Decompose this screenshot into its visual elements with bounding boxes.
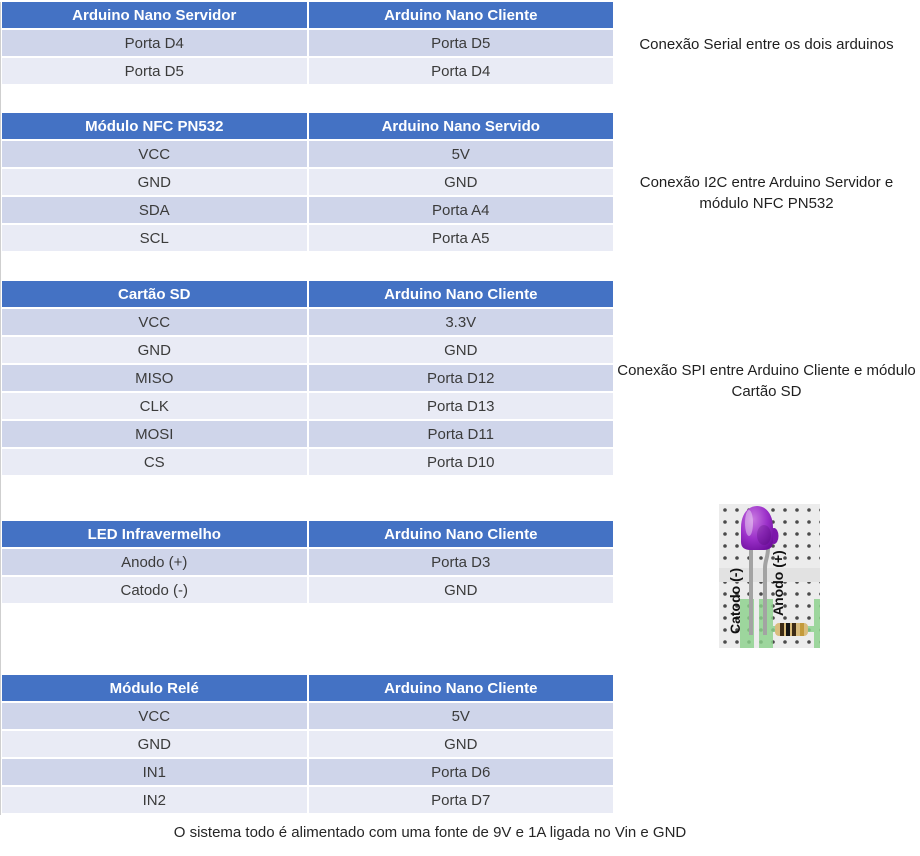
table-cell: GND	[308, 337, 613, 363]
column-header: Módulo NFC PN532	[2, 113, 307, 139]
table-row: Porta D5 Porta D4	[2, 58, 613, 84]
column-header: Arduino Nano Cliente	[308, 2, 613, 28]
table-row: GND GND	[2, 169, 613, 195]
table-cell: GND	[308, 169, 613, 195]
table-cell: Porta D12	[308, 365, 613, 391]
table-cell: VCC	[2, 141, 307, 167]
annotation-i2c: Conexão I2C entre Arduino Servidor e mód…	[639, 174, 894, 212]
table-row: CS Porta D10	[2, 449, 613, 475]
table-cell: IN1	[2, 759, 307, 785]
table-sd-spi: Cartão SD Arduino Nano Cliente VCC 3.3V GND G…	[2, 281, 613, 477]
annotation-spi: Conexão SPI entre Arduino Cliente e módu…	[617, 362, 916, 400]
table-cell: 3.3V	[308, 309, 613, 335]
table-cell: Catodo (-)	[2, 577, 307, 603]
table-row: VCC 3.3V	[2, 309, 613, 335]
table-cell: Porta A4	[308, 197, 613, 223]
table-cell: 5V	[308, 703, 613, 729]
table-row: MOSI Porta D11	[2, 421, 613, 447]
page-left-border	[0, 2, 1, 815]
table-led-infravermelho: LED Infravermelho Arduino Nano Cliente Ano…	[2, 521, 613, 605]
column-header: Cartão SD	[2, 281, 307, 307]
resistor	[775, 623, 808, 636]
table-header-row: Arduino Nano Servidor Arduino Nano Client…	[2, 2, 613, 28]
table-cell: 5V	[308, 141, 613, 167]
table-cell: VCC	[2, 703, 307, 729]
table-cell: IN2	[2, 787, 307, 813]
led-highlight	[745, 510, 753, 536]
column-header: Arduino Nano Servidor	[2, 2, 307, 28]
table-row: VCC 5V	[2, 703, 613, 729]
table-cell: MOSI	[2, 421, 307, 447]
table-cell: CS	[2, 449, 307, 475]
led-leg-anodo	[763, 547, 770, 635]
table-header-row: Cartão SD Arduino Nano Cliente	[2, 281, 613, 307]
table-row: SDA Porta A4	[2, 197, 613, 223]
column-header: Arduino Nano Servido	[308, 113, 613, 139]
table-cell: Porta D5	[2, 58, 307, 84]
table-cell: GND	[308, 577, 613, 603]
catodo-label: Catodo (-)	[727, 568, 743, 634]
table-header-row: Módulo NFC PN532 Arduino Nano Servido	[2, 113, 613, 139]
table-cell: SCL	[2, 225, 307, 251]
table-cell: GND	[2, 337, 307, 363]
led-bulb	[741, 506, 773, 550]
table-nfc-i2c: Módulo NFC PN532 Arduino Nano Servido VCC 5…	[2, 113, 613, 253]
table-row: SCL Porta A5	[2, 225, 613, 251]
column-header: Arduino Nano Cliente	[308, 281, 613, 307]
column-header: Arduino Nano Cliente	[308, 675, 613, 701]
table-header-row: Módulo Relé Arduino Nano Cliente	[2, 675, 613, 701]
table-cell: Anodo (+)	[2, 549, 307, 575]
table-cell: Porta D4	[308, 58, 613, 84]
table-row: IN2 Porta D7	[2, 787, 613, 813]
table-cell: Porta D6	[308, 759, 613, 785]
table-row: Catodo (-) GND	[2, 577, 613, 603]
table-cell: Porta D10	[308, 449, 613, 475]
table-row: Anodo (+) Porta D3	[2, 549, 613, 575]
table-header-row: LED Infravermelho Arduino Nano Cliente	[2, 521, 613, 547]
column-header: Arduino Nano Cliente	[308, 521, 613, 547]
table-row: VCC 5V	[2, 141, 613, 167]
anodo-label: Anodo (+)	[770, 550, 786, 616]
table-cell: MISO	[2, 365, 307, 391]
table-cell: Porta D3	[308, 549, 613, 575]
table-row: GND GND	[2, 731, 613, 757]
table-cell: SDA	[2, 197, 307, 223]
table-cell: Porta D13	[308, 393, 613, 419]
table-row: CLK Porta D13	[2, 393, 613, 419]
table-row: IN1 Porta D6	[2, 759, 613, 785]
table-cell: Porta D4	[2, 30, 307, 56]
table-cell: GND	[2, 169, 307, 195]
table-cell: GND	[2, 731, 307, 757]
table-cell: Porta D11	[308, 421, 613, 447]
table-cell: Porta D7	[308, 787, 613, 813]
table-serial-connection: Arduino Nano Servidor Arduino Nano Client…	[2, 2, 613, 86]
column-header: Módulo Relé	[2, 675, 307, 701]
table-cell: CLK	[2, 393, 307, 419]
power-supply-note: O sistema todo é alimentado com uma font…	[173, 824, 687, 841]
table-cell: Porta A5	[308, 225, 613, 251]
column-header: LED Infravermelho	[2, 521, 307, 547]
table-modulo-rele: Módulo Relé Arduino Nano Cliente VCC 5V GND G…	[2, 675, 613, 815]
table-cell: Porta D5	[308, 30, 613, 56]
annotation-serial: Conexão Serial entre os dois arduinos	[639, 36, 894, 53]
table-row: GND GND	[2, 337, 613, 363]
led-breadboard-figure: Catodo (-) Anodo (+)	[719, 504, 820, 648]
table-cell: GND	[308, 731, 613, 757]
led-shading	[757, 525, 771, 545]
table-row: MISO Porta D12	[2, 365, 613, 391]
table-cell: VCC	[2, 309, 307, 335]
breadboard-center-channel	[719, 568, 820, 582]
table-row: Porta D4 Porta D5	[2, 30, 613, 56]
